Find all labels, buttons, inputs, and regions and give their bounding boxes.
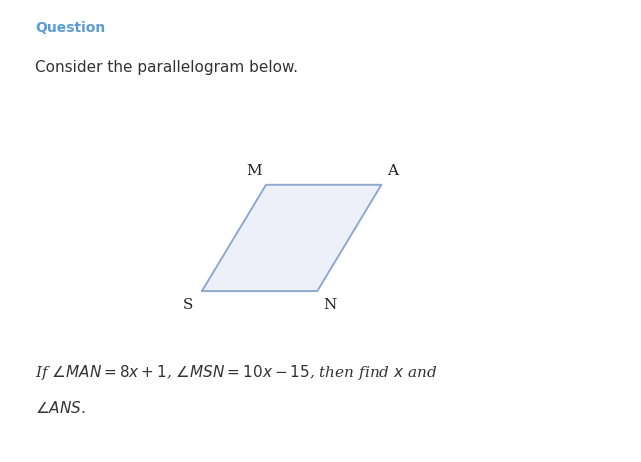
Text: S: S	[183, 298, 193, 312]
Text: If $\angle MAN = 8x + 1$, $\angle MSN = 10x - 15$, then find $x$ and: If $\angle MAN = 8x + 1$, $\angle MSN = …	[35, 363, 438, 382]
Text: N: N	[324, 298, 337, 312]
Text: M: M	[247, 164, 262, 178]
Text: A: A	[387, 164, 399, 178]
Text: $\angle ANS$.: $\angle ANS$.	[35, 400, 86, 416]
Text: Question: Question	[35, 21, 106, 35]
Polygon shape	[202, 185, 381, 291]
Text: Consider the parallelogram below.: Consider the parallelogram below.	[35, 60, 298, 75]
